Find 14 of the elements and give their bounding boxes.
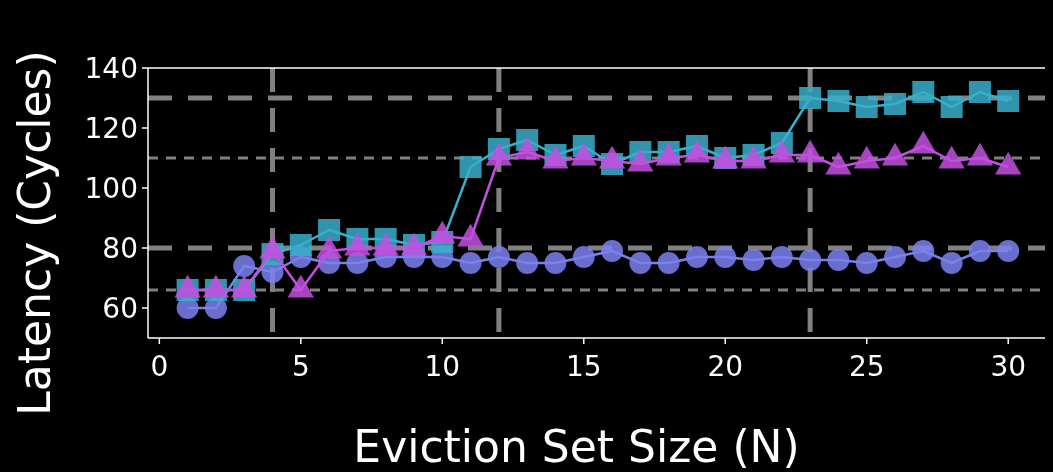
x-tick-label: 10 xyxy=(424,350,461,383)
x-tick-label: 0 xyxy=(150,350,169,383)
x-tick-label: 20 xyxy=(707,350,744,383)
y-tick-label: 140 xyxy=(84,51,138,85)
x-tick-label: 15 xyxy=(565,350,602,383)
y-tick-label: 80 xyxy=(102,231,138,265)
y-axis-title: Latency (Cycles) xyxy=(9,50,60,416)
y-tick-label: 60 xyxy=(102,291,138,325)
x-tick-label: 25 xyxy=(848,350,885,383)
y-tick-label: 120 xyxy=(84,111,138,145)
x-axis-title: Eviction Set Size (N) xyxy=(353,421,800,472)
x-tick-label: 30 xyxy=(990,350,1027,383)
y-tick-label: 100 xyxy=(84,171,138,205)
x-tick-label: 5 xyxy=(291,350,310,383)
